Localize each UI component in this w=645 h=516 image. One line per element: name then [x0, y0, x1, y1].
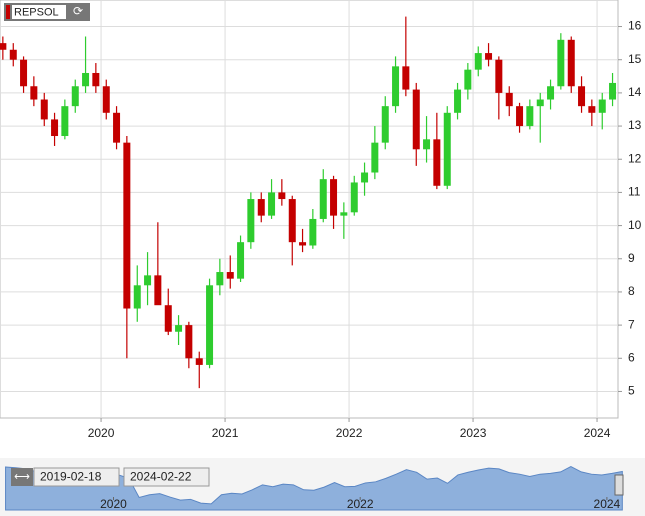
y-tick-label: 8	[628, 284, 635, 298]
y-tick-label: 15	[628, 52, 642, 66]
nav-tick-label: 2024	[594, 497, 621, 511]
candle-body	[51, 119, 59, 137]
y-tick-label: 6	[628, 350, 635, 364]
candle-body	[195, 358, 203, 365]
candle-body	[309, 218, 317, 246]
x-tick-label: 2024	[584, 426, 611, 440]
candle-body	[226, 272, 234, 279]
date-to-text: 2024-02-22	[130, 470, 192, 484]
y-tick-label: 12	[628, 151, 642, 165]
candle-body	[0, 43, 7, 50]
candle-body	[350, 182, 358, 213]
candle-body	[402, 66, 410, 90]
candle-body	[237, 242, 245, 279]
navigator-controls: ⟷ 2019-02-18 2024-02-22	[11, 467, 624, 496]
candle-body	[526, 106, 534, 127]
label-swatch	[6, 5, 10, 19]
candle-body	[536, 99, 544, 107]
candle-body	[505, 92, 513, 107]
range-icon[interactable]	[11, 468, 33, 486]
candle-body	[567, 39, 575, 87]
candle-body	[102, 86, 110, 113]
candle-body	[216, 272, 224, 286]
main-layer: 5 6 7 8 9 10 11 12 13 14 15 16 2020 2021 2022 2023 2024	[0, 0, 642, 440]
candle-body	[443, 112, 451, 186]
candle-body	[516, 106, 524, 127]
x-tick-label: 2022	[336, 426, 363, 440]
candle-body	[133, 285, 141, 309]
candle-body	[175, 325, 183, 332]
y-tick-label: 7	[628, 317, 635, 331]
date-from[interactable]	[33, 467, 120, 487]
candle-body	[154, 275, 162, 306]
candle-body	[433, 139, 441, 186]
candle-body	[598, 99, 606, 113]
y-tick-label: 11	[628, 185, 641, 199]
candle-body	[381, 106, 389, 143]
candle-body	[268, 192, 276, 216]
candle-body	[206, 285, 214, 365]
date-from-text: 2019-02-18	[40, 470, 102, 484]
candle-body	[40, 99, 48, 120]
candle-body	[423, 139, 431, 150]
candle-body	[330, 179, 338, 216]
candle-body	[557, 39, 565, 87]
candle-body	[113, 112, 121, 143]
candle-body	[82, 72, 90, 87]
candle-body	[144, 275, 152, 286]
candle-body	[299, 242, 307, 246]
x-tick-label: 2021	[212, 426, 239, 440]
candle-body	[9, 49, 17, 60]
x-tick-label: 2023	[460, 426, 487, 440]
symbol-label: REPSOL ⟳	[4, 3, 90, 21]
candle-body	[547, 86, 555, 100]
y-tick-label: 13	[628, 118, 642, 132]
y-tick-label: 16	[628, 19, 642, 33]
plot-area	[0, 0, 619, 419]
candle-body	[20, 59, 28, 87]
candle-body	[92, 72, 100, 87]
candle-body	[464, 69, 472, 90]
candle-body	[578, 86, 586, 107]
candle-body	[588, 106, 596, 113]
refresh-button[interactable]: ⟳	[73, 4, 83, 18]
candle-body	[123, 142, 131, 309]
candle-body	[164, 305, 172, 332]
candle-body	[371, 142, 379, 173]
nav-tick-label: 2022	[347, 497, 374, 511]
candle-body	[412, 89, 420, 150]
y-tick-label: 14	[628, 85, 642, 99]
candle-body	[485, 53, 493, 60]
nav-handle[interactable]	[614, 474, 624, 496]
candle-body	[185, 325, 193, 359]
x-tick-label: 2020	[88, 426, 115, 440]
y-tick-label: 9	[628, 251, 635, 265]
candle-body	[454, 89, 462, 113]
candle-body	[61, 106, 69, 137]
candle-body	[474, 53, 482, 70]
candle-body	[340, 212, 348, 216]
candle-body	[392, 66, 400, 107]
candle-body	[319, 179, 327, 219]
y-tick-label: 10	[628, 218, 642, 232]
y-tick-label: 5	[628, 384, 635, 398]
candle-body	[288, 199, 296, 243]
candle-body	[361, 172, 369, 183]
date-to[interactable]	[123, 467, 210, 487]
candle-body	[609, 82, 617, 100]
candle-body	[278, 192, 286, 200]
nav-tick-label: 2020	[100, 497, 127, 511]
candle-body	[257, 199, 265, 216]
label-field	[12, 5, 66, 19]
symbol: REPSOL	[14, 6, 59, 18]
range-arrow: ⟷	[14, 471, 30, 483]
candle-body	[495, 59, 503, 93]
candle-body	[30, 86, 38, 100]
candle-body	[247, 199, 255, 243]
candle-body	[71, 86, 79, 107]
